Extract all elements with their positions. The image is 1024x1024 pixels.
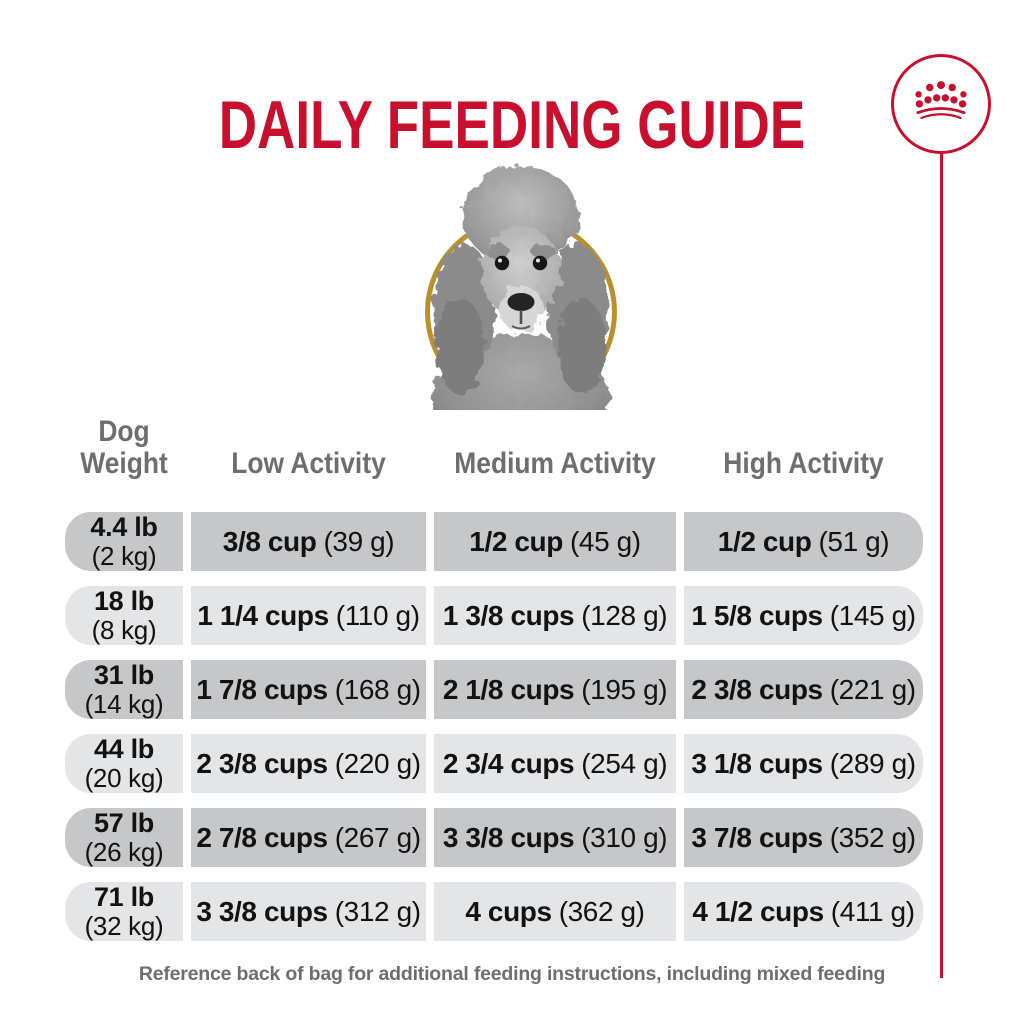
weight-cell: 4.4 lb (2 kg) — [65, 512, 183, 571]
weight-cell: 18 lb (8 kg) — [65, 586, 183, 645]
crown-icon — [909, 79, 973, 129]
low-activity-cell: 3/8 cup (39 g) — [191, 512, 426, 571]
weight-lb: 57 lb — [93, 807, 154, 838]
high-activity-cell: 3 7/8 cups (352 g) — [684, 808, 923, 867]
weight-kg: (2 kg) — [91, 541, 157, 572]
table-row: 4.4 lb (2 kg) 3/8 cup (39 g) 1/2 cup (45 g)… — [65, 512, 923, 571]
table-header-row: Dog Weight Low Activity Medium Activity … — [65, 408, 923, 480]
high-activity-cell: 1 5/8 cups (145 g) — [684, 586, 923, 645]
weight-lb: 4.4 lb — [90, 511, 158, 542]
low-activity-cell: 3 3/8 cups (312 g) — [191, 882, 426, 941]
column-header-low-activity: Low Activity — [231, 447, 386, 481]
weight-kg: (14 kg) — [84, 689, 164, 720]
column-header-high-activity: High Activity — [723, 447, 884, 481]
high-activity-cell: 1/2 cup (51 g) — [684, 512, 923, 571]
weight-kg: (8 kg) — [91, 615, 157, 646]
table-row: 44 lb (20 kg) 2 3/8 cups (220 g) 2 3/4 cup… — [65, 734, 923, 793]
medium-activity-cell: 1 3/8 cups (128 g) — [434, 586, 676, 645]
weight-cell: 44 lb (20 kg) — [65, 734, 183, 793]
medium-activity-cell: 2 3/4 cups (254 g) — [434, 734, 676, 793]
high-activity-cell: 2 3/8 cups (221 g) — [684, 660, 923, 719]
weight-cell: 71 lb (32 kg) — [65, 882, 183, 941]
brand-logo-circle — [891, 54, 991, 154]
page-title: DAILY FEEDING GUIDE — [218, 87, 806, 163]
table-row: 71 lb (32 kg) 3 3/8 cups (312 g) 4 cups (36… — [65, 882, 923, 941]
low-activity-cell: 1 7/8 cups (168 g) — [191, 660, 426, 719]
low-activity-cell: 2 7/8 cups (267 g) — [191, 808, 426, 867]
weight-lb: 44 lb — [93, 733, 154, 764]
vertical-accent-rule — [940, 153, 943, 978]
weight-lb: 18 lb — [93, 585, 154, 616]
table-row: 18 lb (8 kg) 1 1/4 cups (110 g) 1 3/8 cups… — [65, 586, 923, 645]
column-header-dog-weight: Dog Weight — [80, 415, 168, 481]
table-row: 57 lb (26 kg) 2 7/8 cups (267 g) 3 3/8 cup… — [65, 808, 923, 867]
weight-cell: 31 lb (14 kg) — [65, 660, 183, 719]
weight-kg: (32 kg) — [84, 911, 164, 942]
medium-activity-cell: 4 cups (362 g) — [434, 882, 676, 941]
medium-activity-cell: 1/2 cup (45 g) — [434, 512, 676, 571]
low-activity-cell: 2 3/8 cups (220 g) — [191, 734, 426, 793]
weight-kg: (20 kg) — [84, 763, 164, 794]
high-activity-cell: 3 1/8 cups (289 g) — [684, 734, 923, 793]
weight-kg: (26 kg) — [84, 837, 164, 868]
medium-activity-cell: 3 3/8 cups (310 g) — [434, 808, 676, 867]
weight-cell: 57 lb (26 kg) — [65, 808, 183, 867]
high-activity-cell: 4 1/2 cups (411 g) — [684, 882, 923, 941]
weight-lb: 71 lb — [93, 881, 154, 912]
weight-lb: 31 lb — [93, 659, 154, 690]
low-activity-cell: 1 1/4 cups (110 g) — [191, 586, 426, 645]
table-row: 31 lb (14 kg) 1 7/8 cups (168 g) 2 1/8 cup… — [65, 660, 923, 719]
poodle-photo — [406, 156, 636, 410]
feeding-table: 4.4 lb (2 kg) 3/8 cup (39 g) 1/2 cup (45 g)… — [65, 512, 923, 956]
medium-activity-cell: 2 1/8 cups (195 g) — [434, 660, 676, 719]
footer-note: Reference back of bag for additional fee… — [138, 963, 886, 985]
column-header-medium-activity: Medium Activity — [454, 447, 656, 481]
